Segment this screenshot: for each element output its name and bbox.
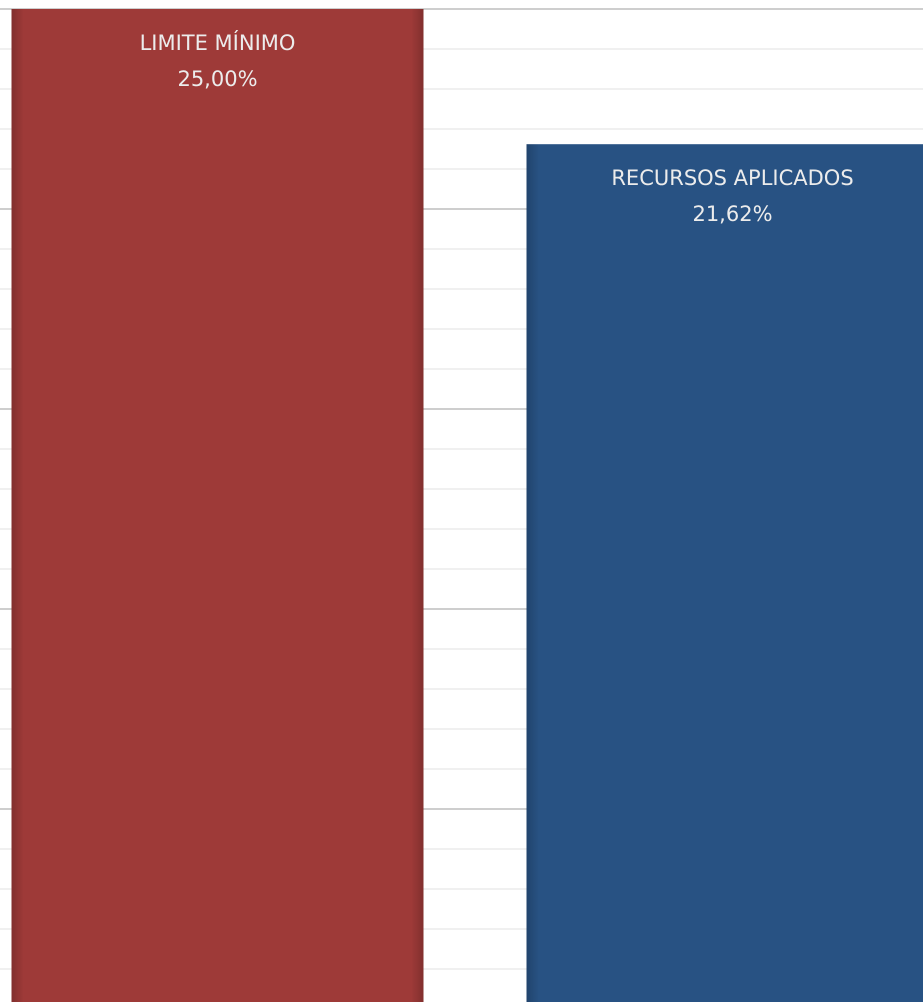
bar-shade [526,144,923,1002]
bar-category-label: LIMITE MÍNIMO [140,30,296,55]
bar-category-label: RECURSOS APLICADOS [611,166,853,190]
bar-shade [11,9,424,1002]
bar-value-label: 25,00% [177,67,257,91]
bar-value-label: 21,62% [692,202,772,226]
